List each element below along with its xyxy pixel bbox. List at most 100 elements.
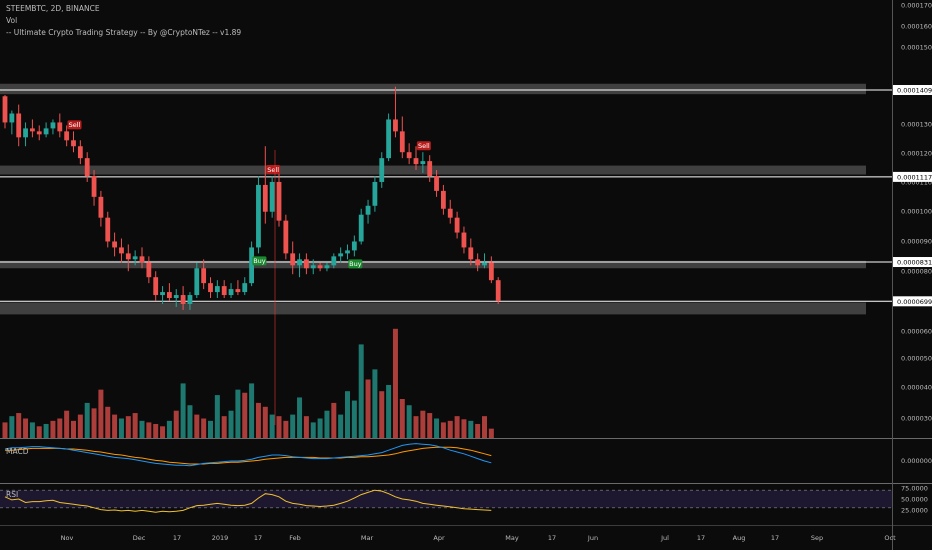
candle-body <box>468 247 474 260</box>
candle-body <box>146 262 152 278</box>
volume-bar <box>43 423 49 438</box>
volume-bar <box>303 416 309 438</box>
candle-body <box>454 217 460 233</box>
volume-bar <box>118 418 124 438</box>
macd-line <box>4 443 492 467</box>
candle-body <box>283 220 289 254</box>
candle-body <box>406 152 412 159</box>
strategy-legend[interactable]: -- Ultimate Crypto Trading Strategy -- B… <box>6 28 242 37</box>
volume-bar <box>317 418 323 438</box>
candle-body <box>43 128 49 135</box>
time-axis[interactable]: Nov Dec 17 2019 17 Feb Mar Apr May 17 Jun Jul 17 Aug 1… <box>61 534 896 542</box>
candle-body <box>386 119 391 159</box>
signal-label: Buy <box>253 257 266 265</box>
candle-body <box>441 190 446 209</box>
volume-bar <box>242 392 248 438</box>
signal-label: Sell <box>69 121 81 129</box>
candle-body <box>338 253 344 257</box>
rsi-legend[interactable]: RSI <box>6 490 19 499</box>
candle-body <box>249 247 254 284</box>
volume-bar <box>488 428 494 438</box>
candlesticks <box>2 86 501 310</box>
volume-bar <box>139 420 145 438</box>
volume-bar <box>50 420 56 438</box>
candle-body <box>399 131 405 153</box>
candle-body <box>372 181 378 206</box>
volume-bar <box>112 414 118 438</box>
candle-body <box>91 176 97 197</box>
sell-signal-tag <box>416 141 431 151</box>
volume-bar <box>98 389 104 438</box>
candle-body <box>119 247 124 254</box>
candle-body <box>331 256 337 266</box>
time-tick-label: Sep <box>811 534 823 542</box>
volume-bar <box>297 397 303 438</box>
volume-bar <box>71 420 76 438</box>
volume-bar <box>194 414 200 438</box>
volume-bar <box>290 414 296 438</box>
candle-body <box>379 158 385 182</box>
volume-bar <box>2 422 8 438</box>
candle-body <box>427 161 433 177</box>
volume-bar <box>454 416 460 438</box>
time-tick-label: 2019 <box>212 534 229 542</box>
candle-body <box>228 289 234 296</box>
time-tick-label: Mar <box>361 534 374 542</box>
volume-bar <box>331 402 337 438</box>
level-price-tag <box>893 171 932 182</box>
candle-body <box>23 128 28 138</box>
candle-body <box>297 259 302 266</box>
volume-bar <box>36 426 42 438</box>
volume-legend[interactable]: Vol <box>6 16 18 25</box>
buy-signal-tag <box>252 256 267 266</box>
symbol-title[interactable]: STEEMBTC, 2D, BINANCE <box>6 4 100 13</box>
level-price-label: 0.0001409 <box>897 87 932 95</box>
sr-zone <box>0 302 866 315</box>
candle-body <box>187 295 193 304</box>
sr-zone <box>0 260 866 269</box>
macd-legend[interactable]: MACD <box>6 447 29 456</box>
volume-bar <box>324 410 330 438</box>
support-resistance-zones <box>0 83 866 315</box>
volume-bar <box>482 416 487 438</box>
rsi-tick-label: 25.0000 <box>901 507 928 515</box>
volume-bar <box>379 391 385 438</box>
candle-body <box>50 122 56 129</box>
signal-label: Sell <box>418 142 430 150</box>
volume-bar <box>345 391 350 438</box>
sell-signal-tag <box>67 120 82 130</box>
candle-body <box>461 232 467 248</box>
candle-body <box>16 113 22 138</box>
volume-bar <box>84 402 90 438</box>
time-tick-label: Aug <box>733 534 746 542</box>
candle-body <box>180 295 186 304</box>
candle-body <box>495 280 501 301</box>
candle-body <box>139 256 145 263</box>
volume-bar <box>406 405 412 438</box>
time-tick-label: Apr <box>433 534 445 542</box>
candle-body <box>30 128 35 132</box>
volume-bar <box>235 389 241 438</box>
buy-signal-tag <box>348 259 363 269</box>
candle-body <box>235 289 241 293</box>
candle-body <box>153 277 159 296</box>
candle-body <box>242 283 248 293</box>
volume-bar <box>269 414 275 438</box>
signal-label: Sell <box>267 166 279 174</box>
volume-bar <box>23 418 29 438</box>
candle-body <box>167 292 172 299</box>
candle-body <box>365 205 371 215</box>
volume-bar <box>475 423 481 438</box>
time-tick-label: Jul <box>660 534 669 542</box>
time-tick-label: Nov <box>61 534 74 542</box>
candle-body <box>262 184 268 212</box>
candle-body <box>256 184 261 248</box>
candle-body <box>290 253 296 266</box>
